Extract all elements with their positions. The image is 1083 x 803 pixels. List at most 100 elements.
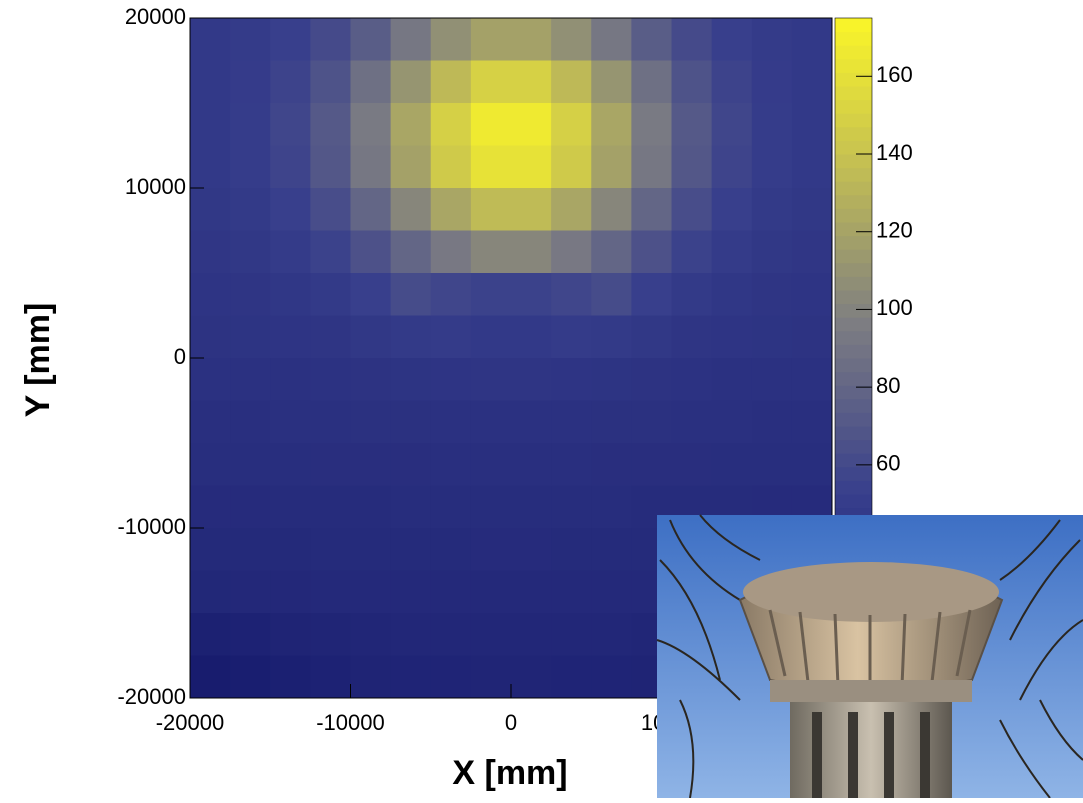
heatmap-cell (752, 103, 793, 146)
photo-ring (770, 680, 972, 702)
colorbar-step (835, 127, 872, 141)
heatmap-cell (511, 146, 552, 189)
heatmap-cell (310, 316, 351, 359)
heatmap-cell (551, 656, 592, 699)
heatmap-cell (631, 18, 672, 61)
heatmap-cell (591, 316, 632, 359)
x-axis-title: X [mm] (452, 754, 567, 792)
heatmap-cell (230, 18, 271, 61)
heatmap-cell (270, 103, 311, 146)
colorbar-step (835, 358, 872, 372)
colorbar-step (835, 140, 872, 154)
heatmap-cell (712, 358, 753, 401)
y-axis-title: Y [mm] (19, 303, 57, 418)
heatmap-cell (712, 18, 753, 61)
colorbar-step (835, 100, 872, 114)
heatmap-cell (270, 18, 311, 61)
heatmap-cell (230, 103, 271, 146)
heatmap-cell (591, 146, 632, 189)
colorbar-step (835, 154, 872, 168)
heatmap-cell (471, 358, 512, 401)
heatmap-cell (471, 528, 512, 571)
heatmap-cell (672, 146, 713, 189)
heatmap-cell (431, 146, 472, 189)
heatmap-cell (792, 103, 833, 146)
heatmap-cell (431, 103, 472, 146)
heatmap-cell (431, 443, 472, 486)
colorbar-step (835, 18, 872, 32)
heatmap-cell (190, 486, 231, 529)
heatmap-cell (230, 656, 271, 699)
heatmap-cell (351, 486, 392, 529)
heatmap-cell (471, 103, 512, 146)
heatmap-cell (351, 146, 392, 189)
heatmap-cell (591, 613, 632, 656)
heatmap-cell (351, 401, 392, 444)
heatmap-cell (511, 18, 552, 61)
heatmap-cell (752, 188, 793, 231)
colorbar-step (835, 331, 872, 345)
heatmap-cell (190, 528, 231, 571)
heatmap-cell (591, 188, 632, 231)
heatmap-cell (431, 486, 472, 529)
heatmap-cell (230, 571, 271, 614)
heatmap-cell (190, 103, 231, 146)
heatmap-cell (190, 231, 231, 274)
heatmap-cell (431, 358, 472, 401)
heatmap-cell (190, 571, 231, 614)
heatmap-cell (230, 528, 271, 571)
heatmap-cell (270, 188, 311, 231)
colorbar-step (835, 86, 872, 100)
heatmap-cell (631, 231, 672, 274)
heatmap-cell (712, 273, 753, 316)
heatmap-cell (591, 358, 632, 401)
heatmap-cell (351, 188, 392, 231)
heatmap-cell (230, 146, 271, 189)
heatmap-cell (471, 613, 512, 656)
heatmap-cell (551, 443, 592, 486)
y-tick-label: 0 (174, 344, 186, 369)
heatmap-cell (672, 443, 713, 486)
y-tick-label: 10000 (125, 174, 186, 199)
heatmap-cell (431, 401, 472, 444)
colorbar-step (835, 263, 872, 277)
heatmap-cell (270, 61, 311, 104)
heatmap-cell (792, 18, 833, 61)
colorbar-step (835, 372, 872, 386)
heatmap-cell (511, 61, 552, 104)
heatmap-cell (631, 273, 672, 316)
heatmap-cell (471, 443, 512, 486)
colorbar-step (835, 467, 872, 481)
heatmap-cell (471, 571, 512, 614)
heatmap-cell (511, 188, 552, 231)
heatmap-cell (190, 401, 231, 444)
heatmap-cell (631, 316, 672, 359)
colorbar-step (835, 195, 872, 209)
heatmap-cell (190, 61, 231, 104)
colorbar-tick-label: 160 (876, 62, 913, 87)
heatmap-cell (310, 613, 351, 656)
heatmap-cell (792, 358, 833, 401)
heatmap-cell (270, 316, 311, 359)
heatmap-cell (391, 103, 432, 146)
colorbar-step (835, 344, 872, 358)
page: {"chart_data": {"type": "heatmap", "xlab… (0, 0, 1083, 798)
colorbar-step (835, 45, 872, 59)
heatmap-cell (310, 401, 351, 444)
heatmap-cell (230, 401, 271, 444)
heatmap-cell (551, 188, 592, 231)
heatmap-cell (230, 613, 271, 656)
colorbar-tick-label: 80 (876, 373, 900, 398)
heatmap-cell (752, 358, 793, 401)
heatmap-cell (431, 528, 472, 571)
heatmap-cell (391, 401, 432, 444)
heatmap-cell (792, 146, 833, 189)
heatmap-cell (391, 316, 432, 359)
heatmap-cell (351, 61, 392, 104)
heatmap-cell (792, 61, 833, 104)
heatmap-cell (230, 188, 271, 231)
heatmap-cell (471, 316, 512, 359)
heatmap-cell (672, 401, 713, 444)
y-tick-label: -10000 (117, 514, 186, 539)
heatmap-cell (270, 528, 311, 571)
